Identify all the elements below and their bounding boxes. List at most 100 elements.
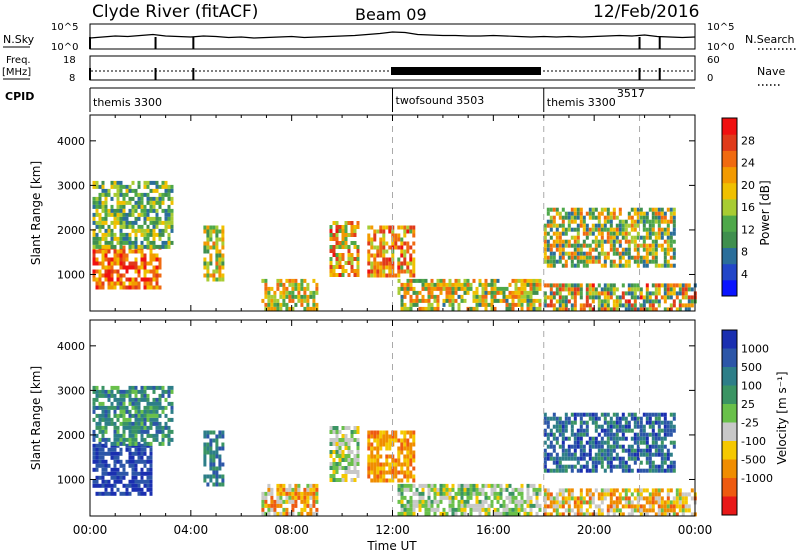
heatmap-cell (155, 277, 159, 282)
heatmap-cell (306, 499, 310, 504)
heatmap-cell (538, 306, 542, 311)
heatmap-cell (329, 233, 333, 237)
heatmap-cell (98, 228, 102, 233)
heatmap-cell (128, 200, 132, 205)
heatmap-cell (394, 466, 398, 471)
heatmap-cell (651, 436, 655, 441)
heatmap-cell (475, 495, 479, 500)
heatmap-cell (264, 302, 268, 307)
heatmap-cell (684, 287, 688, 292)
heatmap-cell (134, 265, 138, 270)
heatmap-cell (344, 225, 348, 229)
heatmap-cell (529, 286, 533, 291)
heatmap-cell (603, 428, 607, 433)
heatmap-cell (125, 393, 129, 398)
heatmap-cell (155, 200, 159, 205)
heatmap-cell (409, 229, 413, 234)
heatmap-cell (143, 385, 147, 390)
heatmap-cell (642, 424, 646, 429)
heatmap-cell (585, 251, 589, 256)
heatmap-cell (279, 487, 283, 492)
heatmap-cell (164, 188, 168, 193)
heatmap-cell (567, 436, 571, 441)
heatmap-cell (388, 257, 392, 262)
heatmap-cell (517, 302, 521, 307)
heatmap-cell (597, 448, 601, 453)
heatmap-cell (270, 507, 274, 512)
heatmap-cell (591, 255, 595, 260)
heatmap-cell (648, 444, 652, 449)
heatmap-cell (376, 466, 380, 471)
noise-ytick-right-top: 10^5 (707, 22, 734, 33)
heatmap-cell (621, 291, 625, 296)
heatmap-cell (672, 444, 676, 449)
heatmap-cell (511, 302, 515, 307)
heatmap-cell (406, 470, 410, 475)
heatmap-cell (209, 462, 213, 467)
heatmap-cell (128, 184, 132, 189)
heatmap-cell (645, 299, 649, 304)
heatmap-cell (549, 500, 553, 505)
heatmap-cell (600, 263, 604, 268)
heatmap-cell (561, 247, 565, 252)
heatmap-cell (212, 482, 216, 487)
heatmap-cell (558, 432, 562, 437)
heatmap-cell (341, 438, 345, 442)
heatmap-cell (555, 259, 559, 264)
heatmap-cell (221, 482, 225, 487)
heatmap-cell (119, 285, 123, 290)
heatmap-cell (98, 184, 102, 189)
heatmap-cell (535, 487, 539, 492)
heatmap-cell (394, 241, 398, 246)
heatmap-cell (212, 430, 216, 435)
heatmap-cell (312, 499, 316, 504)
heatmap-cell (624, 307, 628, 312)
heatmap-cell (128, 240, 132, 245)
freq-ytick-bottom: 8 (69, 73, 75, 84)
heatmap-cell (609, 239, 613, 244)
heatmap-cell (502, 507, 506, 512)
heatmap-cell (140, 433, 144, 438)
heatmap-cell (101, 401, 105, 406)
velocity-colorbar-tick: -500 (741, 454, 766, 467)
heatmap-cell (400, 306, 404, 311)
heatmap-cell (131, 277, 135, 282)
heatmap-cell (606, 488, 610, 493)
heatmap-cell (579, 223, 583, 228)
heatmap-cell (347, 438, 351, 442)
heatmap-cell (140, 257, 144, 262)
heatmap-cell (409, 278, 413, 283)
heatmap-cell (451, 503, 455, 508)
heatmap-cell (490, 290, 494, 295)
heatmap-cell (448, 503, 452, 508)
heatmap-cell (618, 456, 622, 461)
heatmap-cell (344, 438, 348, 442)
heatmap-cell (146, 459, 150, 464)
heatmap-cell (134, 447, 138, 452)
heatmap-cell (457, 294, 461, 299)
heatmap-cell (282, 302, 286, 307)
heatmap-cell (276, 495, 280, 500)
heatmap-cell (558, 239, 562, 244)
heatmap-cell (666, 424, 670, 429)
heatmap-cell (312, 503, 316, 508)
heatmap-cell (347, 245, 351, 249)
heatmap-cell (615, 424, 619, 429)
heatmap-cell (140, 397, 144, 402)
heatmap-cell (98, 393, 102, 398)
power-colorbar-segment (722, 263, 737, 281)
heatmap-cell (594, 247, 598, 252)
heatmap-cell (561, 500, 565, 505)
heatmap-cell (125, 437, 129, 442)
heatmap-cell (406, 478, 410, 483)
heatmap-cell (439, 286, 443, 291)
heatmap-cell (582, 259, 586, 264)
heatmap-cell (514, 487, 518, 492)
heatmap-cell (579, 295, 583, 300)
heatmap-cell (335, 257, 339, 261)
heatmap-cell (101, 437, 105, 442)
heatmap-cell (155, 413, 159, 418)
heatmap-cell (385, 265, 389, 270)
heatmap-cell (149, 180, 153, 185)
heatmap-cell (101, 389, 105, 394)
